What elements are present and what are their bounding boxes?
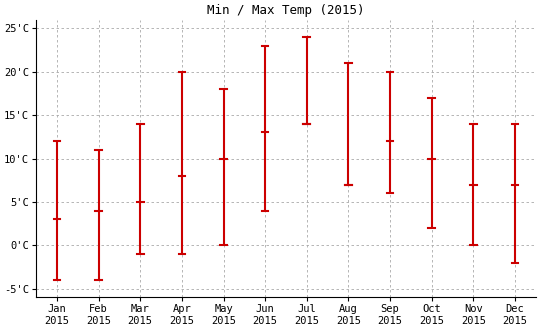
- Title: Min / Max Temp (2015): Min / Max Temp (2015): [207, 4, 364, 17]
